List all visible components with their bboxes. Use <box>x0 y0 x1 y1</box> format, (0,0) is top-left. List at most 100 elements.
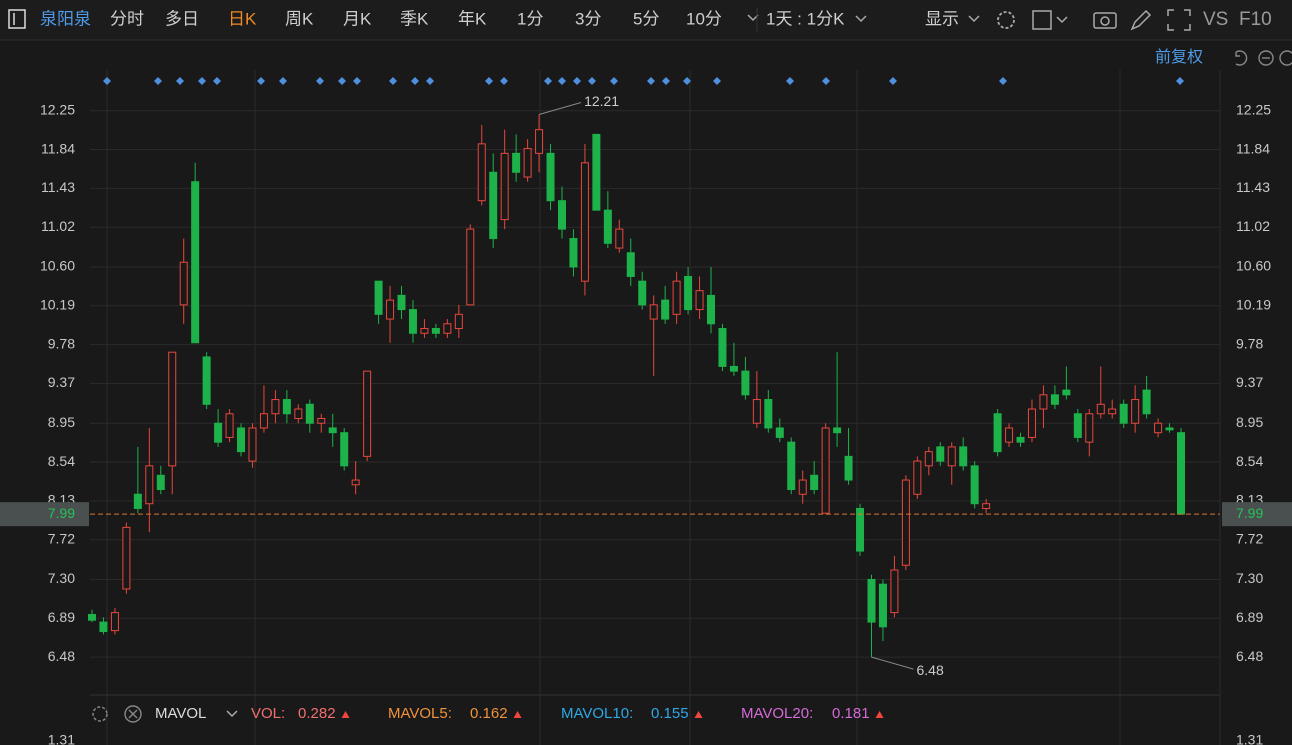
candle-body <box>775 427 784 438</box>
candle-body <box>408 309 417 334</box>
candle-body <box>959 446 968 467</box>
candle-body <box>397 294 406 311</box>
candle-body <box>225 413 234 438</box>
y-tick-label-right: 10.19 <box>1236 297 1271 313</box>
event-marker <box>558 77 566 85</box>
period-tab[interactable]: 10分 <box>686 9 722 28</box>
candle-body <box>729 365 738 372</box>
indicator-item-name: VOL: <box>251 705 285 722</box>
event-marker <box>154 77 162 85</box>
pen-icon[interactable] <box>1130 9 1152 31</box>
indicator-chevron[interactable] <box>226 710 238 718</box>
y-tick-label-right: 12.25 <box>1236 101 1271 117</box>
candle-body <box>718 328 727 367</box>
y-tick-label-right: 11.43 <box>1236 179 1270 195</box>
candle-body <box>512 152 521 173</box>
candle-body <box>431 328 440 334</box>
zoom-in-icon[interactable] <box>1279 50 1292 66</box>
candle-body <box>340 432 349 467</box>
y-tick-label: 6.89 <box>48 609 75 625</box>
indicator-item-value: 0.155 <box>651 705 689 722</box>
candle-body <box>626 252 635 277</box>
camera-icon[interactable] <box>1093 12 1117 29</box>
period-tab[interactable]: 月K <box>343 9 372 28</box>
period-tab[interactable]: 1分 <box>517 9 543 28</box>
candle-body <box>110 612 119 632</box>
y-tick-label: 12.25 <box>40 101 75 117</box>
menu-icon[interactable] <box>8 9 26 29</box>
more-chevron[interactable] <box>747 14 759 22</box>
settings-icon[interactable] <box>997 11 1015 29</box>
candle-body <box>603 209 612 244</box>
period-tab[interactable]: 季K <box>400 9 429 28</box>
candle-body <box>202 356 211 405</box>
period-tab[interactable]: 分时 <box>110 9 144 28</box>
candle-body <box>1062 389 1071 396</box>
event-marker <box>662 77 670 85</box>
period-chevron[interactable] <box>855 15 867 23</box>
period-tab[interactable]: 日K <box>228 9 257 28</box>
toolbar-bg <box>0 0 1292 40</box>
candle-body <box>374 280 383 315</box>
event-marker <box>213 77 221 85</box>
candle-body <box>168 351 177 467</box>
candle-body <box>878 583 887 628</box>
event-marker <box>198 77 206 85</box>
display-chevron[interactable] <box>968 15 980 23</box>
event-marker <box>411 77 419 85</box>
indicator-settings[interactable] <box>92 706 108 722</box>
candle-body <box>741 370 750 396</box>
period-select[interactable]: 1天 : 1分K <box>766 9 845 28</box>
candle-body <box>1119 403 1128 424</box>
indicator-item-name: MAVOL20: <box>741 705 813 722</box>
y-tick-label: 7.72 <box>48 530 75 546</box>
candle-body <box>1108 408 1117 415</box>
candle-body <box>936 446 945 462</box>
candle-body <box>947 446 956 467</box>
candle-body <box>305 403 314 424</box>
candle-body <box>1142 389 1151 415</box>
event-marker <box>500 77 508 85</box>
box-icon[interactable] <box>1032 10 1052 30</box>
candle-body <box>122 526 131 590</box>
candle-body <box>924 451 933 467</box>
display-menu[interactable]: 显示 <box>925 9 959 28</box>
candle-body <box>1096 403 1105 415</box>
indicator-item-name: MAVOL10: <box>561 705 633 722</box>
candle-body <box>179 261 188 306</box>
candle-body <box>133 493 142 509</box>
candle-body <box>752 399 761 424</box>
adjust-mode[interactable]: 前复权 <box>1155 48 1203 66</box>
f10-button[interactable]: F10 <box>1239 9 1272 30</box>
last-price-label: 7.99 <box>48 505 75 521</box>
fullscreen-icon[interactable] <box>1167 9 1191 31</box>
indicator-close[interactable] <box>124 705 142 723</box>
y-tick-label-right: 9.78 <box>1236 335 1263 351</box>
y-tick-label: 8.54 <box>48 453 75 469</box>
period-tab[interactable]: 多日 <box>165 9 199 28</box>
candle-body <box>592 133 601 211</box>
candle-body <box>557 200 566 230</box>
y-tick-label-right: 11.84 <box>1236 140 1270 156</box>
candle-body <box>695 290 704 311</box>
y-tick-label: 9.37 <box>48 374 75 390</box>
stock-name[interactable]: 泉阳泉 <box>40 9 91 28</box>
period-tab[interactable]: 周K <box>285 9 314 28</box>
period-tab[interactable]: 年K <box>458 9 487 28</box>
reset-icon[interactable] <box>1235 50 1248 66</box>
period-tab[interactable]: 3分 <box>575 9 601 28</box>
indicator-name[interactable]: MAVOL <box>155 705 206 722</box>
candle-body <box>982 503 991 509</box>
indicator-close-x <box>128 709 138 719</box>
event-marker <box>426 77 434 85</box>
candle-body <box>580 162 589 282</box>
period-tab[interactable]: 5分 <box>633 9 659 28</box>
candle-body <box>1027 408 1036 438</box>
box-chevron[interactable] <box>1056 16 1068 24</box>
zoom-out-icon[interactable] <box>1258 50 1274 66</box>
candle-body <box>615 228 624 249</box>
candle-body <box>145 465 154 505</box>
volume-tick: 1.31 <box>48 732 75 745</box>
vs-button[interactable]: VS <box>1203 9 1228 30</box>
